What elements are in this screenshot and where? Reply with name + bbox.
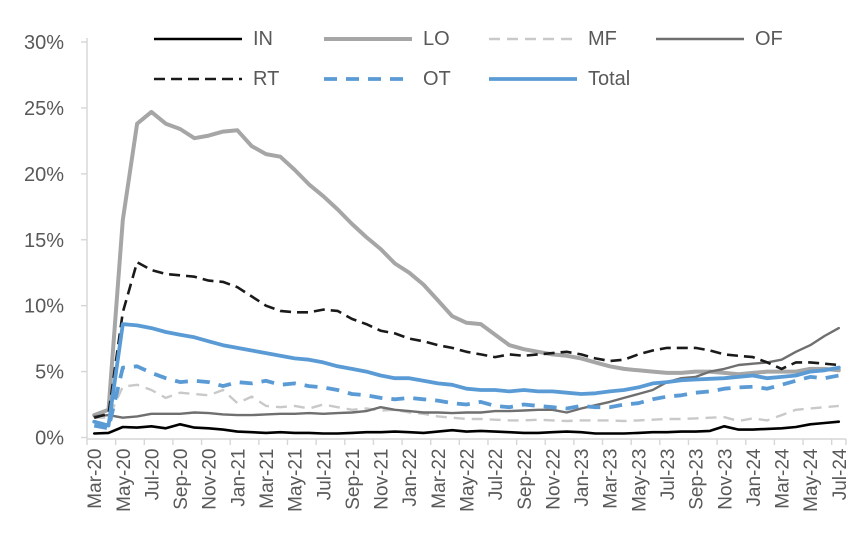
x-axis-tick-label: Jul-20 — [142, 449, 163, 501]
series-line-RT — [93, 260, 839, 419]
series-line-MF — [94, 383, 839, 423]
x-axis-tick-label: Nov-22 — [543, 449, 564, 510]
x-axis-tick-label: Mar-20 — [85, 449, 106, 509]
legend-label-lo: LO — [423, 28, 450, 50]
x-axis-tick-label: Jan-24 — [744, 448, 765, 507]
x-axis-tick-label: Nov-23 — [715, 449, 736, 510]
legend-label-ot: OT — [423, 68, 451, 90]
legend-line-in-icon — [154, 37, 242, 41]
legend-item-rt: RT — [152, 66, 279, 92]
legend-item-of: OF — [654, 26, 783, 52]
series-line-Total — [92, 322, 841, 428]
legend-label-total: Total — [588, 68, 631, 90]
legend-item-lo: LO — [322, 26, 450, 52]
legend-label-rt: RT — [253, 68, 280, 90]
x-axis-tick-label: Mar-21 — [257, 449, 278, 509]
series-line-LO — [92, 109, 841, 418]
series-line-OT — [93, 364, 840, 431]
y-axis-tick-label: 10% — [24, 296, 64, 318]
x-axis-tick-label: May-24 — [801, 448, 822, 512]
x-axis-tick-label: Sep-21 — [343, 449, 364, 510]
legend-line-ot-icon — [324, 77, 412, 81]
x-axis-tick-label: Sep-22 — [515, 449, 536, 510]
y-axis-tick-label: 15% — [24, 230, 64, 252]
x-axis-tick-label: Jul-21 — [314, 449, 335, 501]
y-axis-tick-label: 30% — [24, 32, 64, 54]
x-axis-tick-label: May-20 — [114, 449, 135, 512]
x-axis-tick-label: Jul-23 — [658, 449, 679, 501]
y-axis-tick-label: 20% — [24, 164, 64, 186]
x-axis-tick-label: May-23 — [629, 449, 650, 512]
legend-label-mf: MF — [588, 28, 617, 50]
legend-item-in: IN — [152, 26, 273, 52]
legend-line-lo-icon — [324, 37, 412, 41]
x-axis-tick-label: Nov-20 — [200, 449, 221, 510]
legend-line-total-icon — [489, 77, 577, 81]
legend-line-mf-icon — [489, 37, 577, 41]
x-axis-tick-label: Nov-21 — [372, 449, 393, 510]
x-axis-tick-label: Jul-24 — [830, 448, 851, 500]
series-line-IN — [92, 420, 841, 435]
x-axis-tick-label: Sep-20 — [171, 449, 192, 510]
legend-label-in: IN — [253, 28, 273, 50]
legend-item-ot: OT — [322, 66, 451, 92]
legend-line-of-icon — [656, 37, 744, 41]
x-axis-tick-label: Jul-22 — [486, 448, 507, 500]
y-axis-tick-label: 0% — [35, 428, 64, 450]
x-axis-tick-label: May-22 — [458, 449, 479, 512]
x-axis-tick-label: Mar-22 — [429, 449, 450, 509]
x-axis-tick-label: May-21 — [286, 449, 307, 512]
legend-item-mf: MF — [487, 26, 617, 52]
series-line-OF — [92, 326, 840, 419]
x-axis-tick-label: Sep-23 — [687, 449, 708, 510]
y-axis-tick-label: 5% — [35, 362, 64, 384]
y-axis-tick-label: 25% — [24, 98, 64, 120]
legend-item-total: Total — [487, 66, 630, 92]
legend-line-rt-icon — [154, 77, 242, 81]
legend-label-of: OF — [755, 28, 783, 50]
x-axis-tick-label: Jan-23 — [572, 449, 593, 507]
x-axis-tick-label: Mar-23 — [601, 449, 622, 509]
x-axis-tick-label: Jan-22 — [400, 449, 421, 507]
x-axis-tick-label: Mar-24 — [773, 448, 794, 509]
x-axis-tick-label: Jan-21 — [228, 449, 249, 507]
